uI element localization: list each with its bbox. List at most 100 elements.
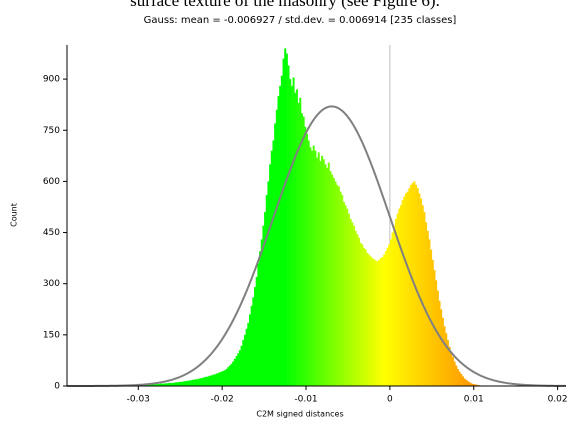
y-tick-label: 600 [43, 177, 60, 187]
bar [171, 382, 174, 386]
bar [423, 212, 426, 386]
bar [295, 89, 298, 386]
bar [196, 379, 199, 386]
bar [317, 152, 320, 386]
bar [366, 253, 369, 386]
bar [193, 379, 196, 386]
bar [410, 184, 412, 386]
bar [237, 353, 240, 386]
bar [351, 222, 354, 386]
bar [428, 239, 431, 386]
x-tick-label: -0.02 [211, 395, 234, 405]
bar [420, 198, 423, 386]
bar [361, 244, 364, 386]
bar [274, 123, 277, 387]
bar [198, 378, 201, 386]
bar [329, 171, 332, 386]
bar [418, 193, 421, 386]
bar [232, 361, 235, 386]
bar [222, 370, 225, 386]
bar [406, 191, 409, 386]
bar [259, 251, 262, 386]
x-tick-label: -0.01 [294, 395, 317, 405]
bar [445, 333, 448, 386]
bar [215, 373, 218, 386]
bar [269, 164, 272, 386]
bar [359, 242, 362, 386]
bar [265, 195, 268, 386]
bar [436, 290, 439, 386]
x-axis-label: C2M signed distances [256, 410, 343, 419]
bar [373, 259, 376, 386]
bar [450, 351, 453, 386]
bar [225, 368, 228, 386]
bar [384, 251, 387, 386]
bar [218, 372, 221, 386]
bar [388, 244, 391, 386]
bar [393, 225, 396, 386]
bar [247, 322, 250, 386]
bar [170, 382, 173, 386]
bar [151, 384, 154, 386]
bar [173, 382, 176, 386]
bar [181, 381, 184, 386]
bar [228, 365, 231, 386]
bar [208, 375, 211, 386]
bar [468, 382, 471, 386]
bar [421, 205, 424, 386]
bar [376, 261, 379, 386]
bar [312, 145, 315, 386]
bar [399, 205, 402, 386]
bar [443, 326, 446, 386]
bar [188, 380, 191, 386]
bar [319, 160, 322, 386]
bar [416, 188, 419, 386]
bar [477, 384, 480, 386]
bar [327, 162, 330, 386]
bar [280, 75, 283, 386]
bar [475, 384, 478, 386]
bar [411, 183, 414, 386]
bar [252, 297, 255, 386]
bar [396, 213, 399, 386]
bar [467, 381, 470, 386]
bar [292, 77, 295, 387]
bar [242, 339, 245, 386]
bar [404, 193, 407, 386]
bar [401, 200, 404, 386]
bar [346, 208, 349, 386]
bar [180, 381, 183, 386]
y-tick-label: 450 [43, 228, 60, 238]
bar [460, 374, 463, 386]
bar [257, 263, 260, 386]
bar [155, 384, 158, 386]
bar [207, 376, 210, 386]
bar [168, 382, 171, 386]
y-tick-label: 300 [43, 279, 60, 289]
bar [456, 368, 459, 386]
x-tick-label: 0 [387, 395, 393, 405]
y-axis-label: Count [10, 203, 19, 227]
bar [255, 276, 258, 386]
bar [381, 257, 384, 386]
bar [326, 167, 329, 386]
bar [306, 133, 308, 386]
bar [205, 376, 208, 386]
bar [363, 247, 366, 386]
bar [282, 58, 285, 386]
y-tick-label: 0 [54, 382, 60, 392]
bar [185, 380, 188, 386]
gauss-curve [67, 105, 567, 387]
bar [178, 381, 181, 386]
bar [339, 191, 342, 386]
bar [175, 382, 178, 386]
bar [386, 247, 389, 386]
bar [210, 375, 213, 386]
bar [186, 380, 189, 386]
bar [290, 85, 293, 387]
bar [426, 230, 429, 386]
bar [223, 370, 226, 386]
bar [369, 256, 372, 386]
bar [287, 65, 290, 387]
bar [166, 383, 169, 386]
